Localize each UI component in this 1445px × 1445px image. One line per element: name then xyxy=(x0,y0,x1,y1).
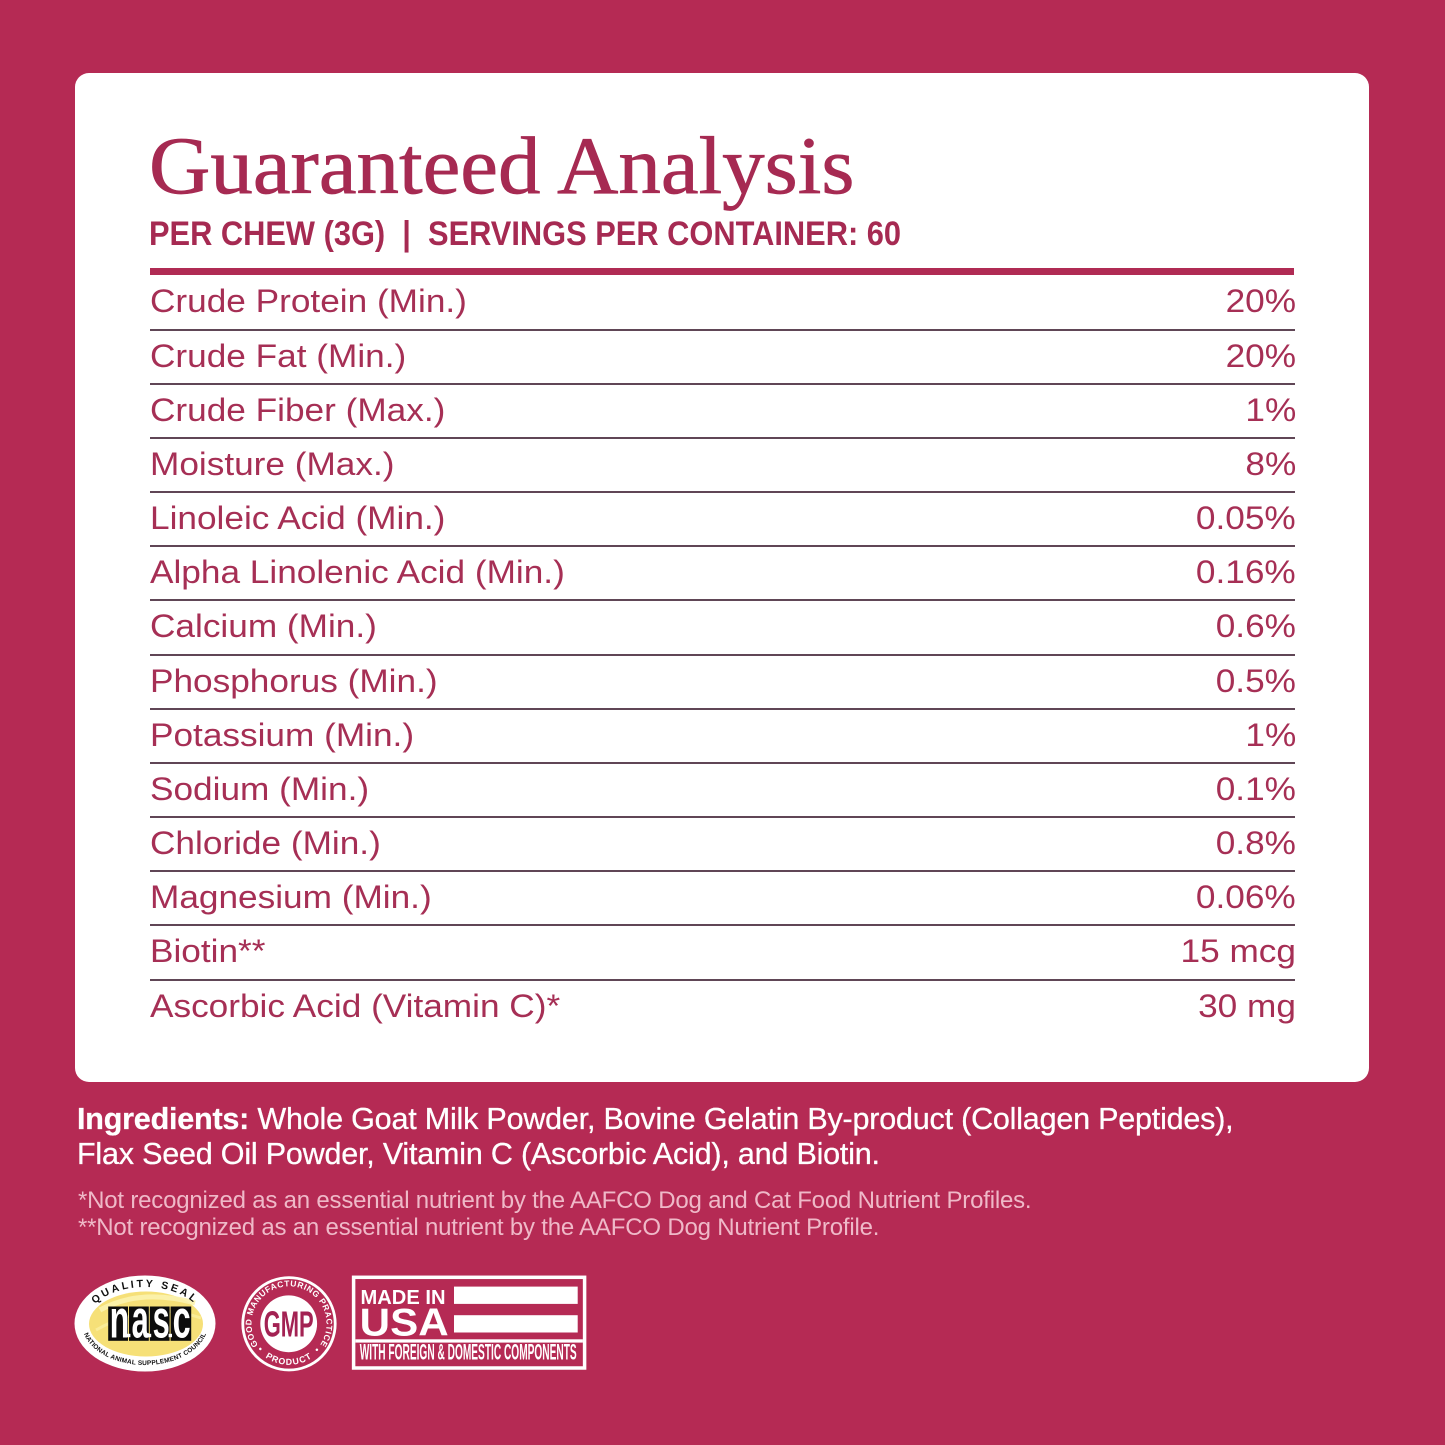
svg-text:n: n xyxy=(110,1290,130,1349)
svg-text:WITH FOREIGN & DOMESTIC COMPON: WITH FOREIGN & DOMESTIC COMPONENTS xyxy=(360,1339,577,1364)
svg-text:USA: USA xyxy=(360,1301,449,1344)
svg-text:MADE IN: MADE IN xyxy=(361,1286,446,1309)
svg-text:GMP: GMP xyxy=(264,1304,314,1345)
svg-text:a: a xyxy=(132,1290,150,1350)
svg-text:s: s xyxy=(153,1290,170,1350)
svg-text:c: c xyxy=(173,1290,191,1349)
